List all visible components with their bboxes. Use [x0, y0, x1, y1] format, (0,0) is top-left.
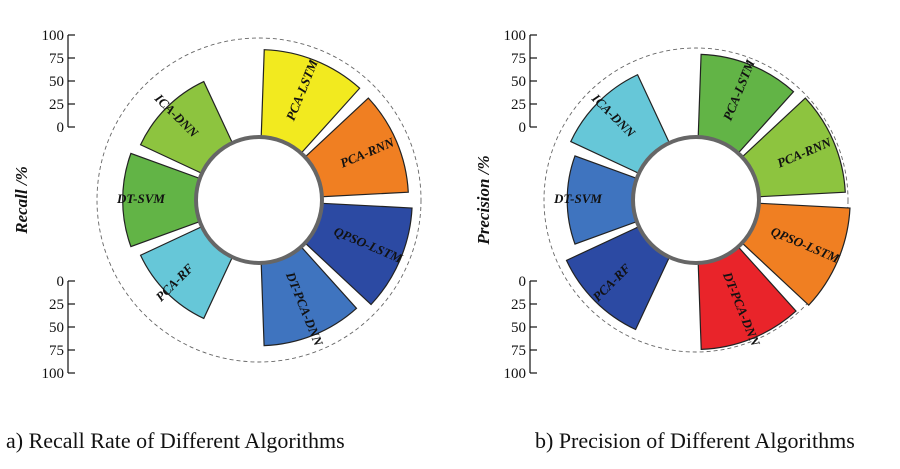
- precision-tick-label: 50: [511, 320, 526, 336]
- recall-tick-label: 25: [49, 297, 64, 313]
- precision-tick-label: 25: [511, 297, 526, 313]
- precision-tick-label: 50: [511, 74, 526, 90]
- precision-tick-label: 100: [504, 366, 527, 382]
- recall-category-label: DT-SVM: [116, 191, 165, 206]
- precision-tick-label: 75: [511, 51, 526, 67]
- recall-chart-caption: a) Recall Rate of Different Algorithms: [6, 428, 345, 453]
- recall-tick-label: 75: [49, 51, 64, 67]
- recall-tick-label: 75: [49, 343, 64, 359]
- precision-chart-caption: b) Precision of Different Algorithms: [535, 428, 855, 453]
- recall-tick-label: 100: [42, 366, 65, 382]
- precision-inner-ring: [631, 135, 761, 265]
- recall-tick-label: 100: [42, 28, 65, 44]
- precision-tick-label: 75: [511, 343, 526, 359]
- precision-radial-chart: PCA-LSTMPCA-RNNQPSO-LSTMDT-PCA-DNNPCA-RF…: [474, 28, 851, 382]
- recall-tick-label: 0: [57, 120, 65, 136]
- recall-tick-label: 50: [49, 320, 64, 336]
- recall-radial-chart: PCA-LSTMPCA-RNNQPSO-LSTMDT-PCA-DNNPCA-RF…: [12, 28, 422, 382]
- precision-y-axis-title: Precision /%: [474, 155, 493, 245]
- precision-outer-guide-circle: [543, 47, 849, 353]
- recall-tick-label: 50: [49, 74, 64, 90]
- recall-tick-label: 0: [57, 274, 65, 290]
- precision-tick-label: 0: [519, 274, 527, 290]
- precision-tick-label: 100: [504, 28, 527, 44]
- recall-outer-guide-circle: [96, 37, 422, 363]
- recall-y-axis-title: Recall /%: [12, 166, 31, 235]
- recall-inner-ring: [194, 135, 324, 265]
- precision-category-label: DT-SVM: [553, 191, 602, 206]
- precision-tick-label: 0: [519, 120, 527, 136]
- precision-tick-label: 25: [511, 97, 526, 113]
- recall-tick-label: 25: [49, 97, 64, 113]
